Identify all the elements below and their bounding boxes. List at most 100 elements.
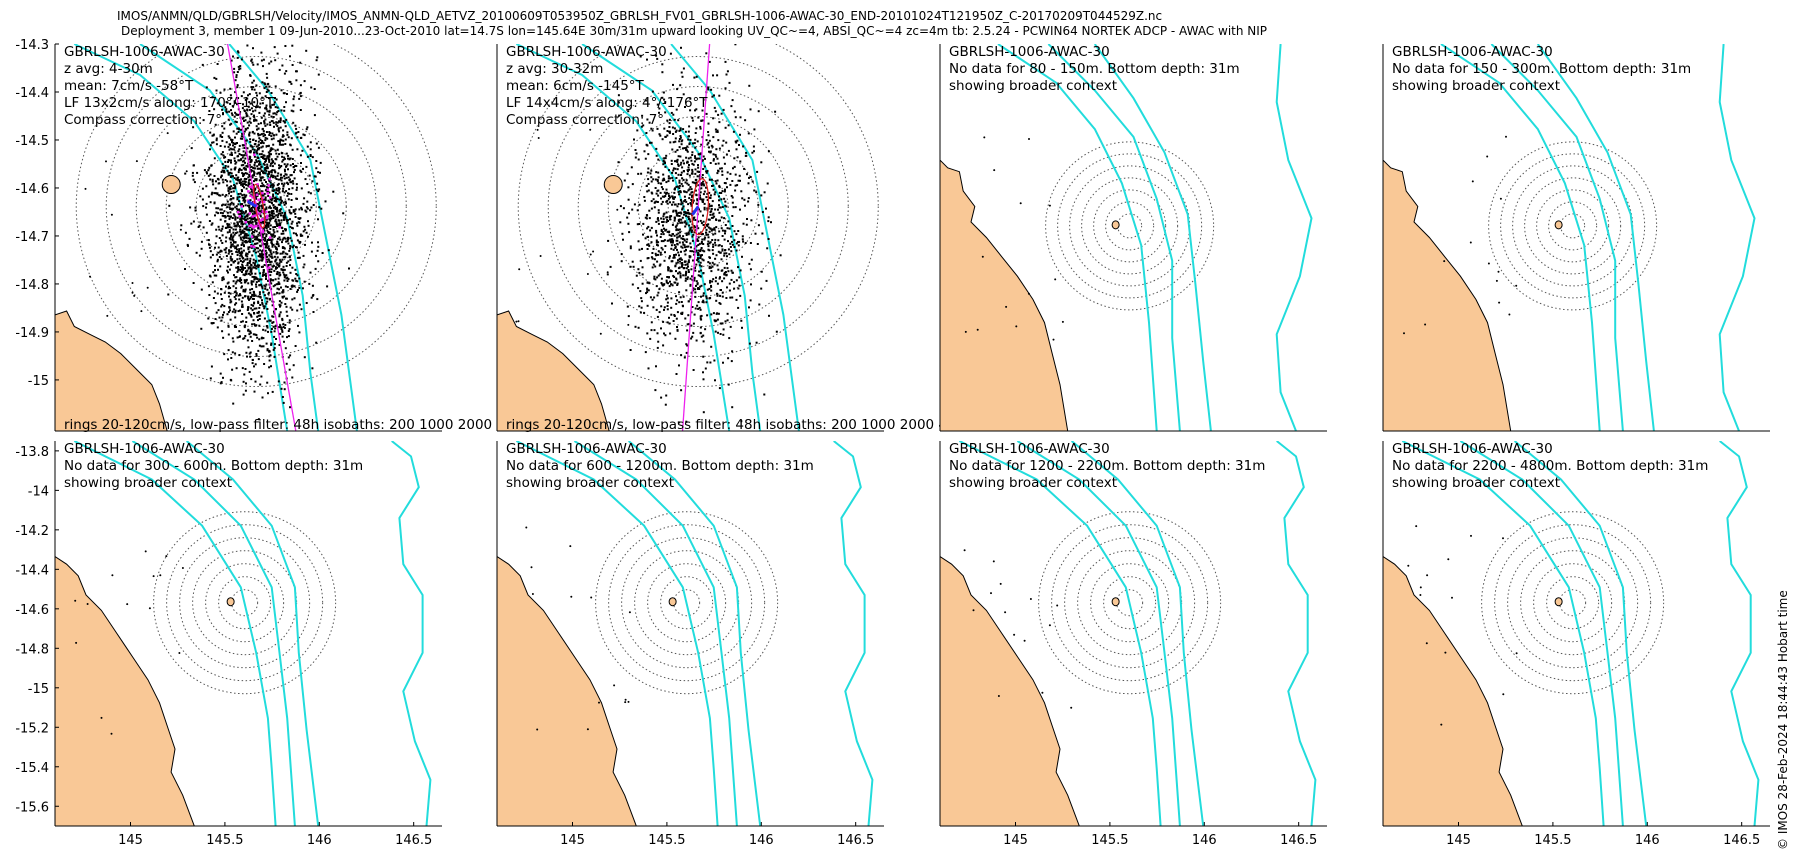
scatter-point bbox=[279, 196, 282, 199]
scatter-point bbox=[209, 250, 212, 253]
scatter-point bbox=[721, 295, 724, 298]
scatter-point bbox=[775, 330, 778, 333]
scatter-point bbox=[679, 231, 682, 234]
scatter-point bbox=[235, 250, 238, 253]
scatter-point bbox=[617, 94, 620, 97]
scatter-point bbox=[666, 294, 668, 297]
scatter-point bbox=[663, 332, 665, 335]
scatter-point bbox=[710, 178, 713, 181]
scatter-point bbox=[250, 378, 253, 381]
scatter-point bbox=[276, 252, 279, 255]
scatter-point bbox=[253, 118, 256, 121]
scatter-point bbox=[254, 333, 257, 336]
scatter-point bbox=[650, 169, 653, 172]
scatter-point bbox=[650, 180, 653, 183]
scatter-point bbox=[205, 202, 208, 205]
scatter-point bbox=[244, 232, 247, 235]
scatter-point bbox=[220, 305, 223, 308]
scatter-point bbox=[264, 172, 267, 175]
scatter-point bbox=[317, 241, 319, 244]
scatter-point bbox=[271, 256, 274, 259]
scatter-point bbox=[696, 238, 699, 241]
scatter-point bbox=[263, 203, 266, 206]
scatter-point bbox=[726, 186, 728, 189]
scatter-point bbox=[303, 80, 306, 83]
scatter-point bbox=[270, 343, 273, 346]
scatter-point bbox=[293, 171, 295, 174]
scatter-point bbox=[663, 157, 666, 160]
scatter-point bbox=[683, 267, 685, 270]
scatter-point bbox=[680, 354, 683, 357]
scatter-point bbox=[719, 333, 722, 335]
scatter-point bbox=[249, 288, 252, 291]
scatter-point bbox=[735, 279, 738, 282]
scatter-point bbox=[234, 316, 237, 319]
scatter-point bbox=[671, 126, 674, 129]
scatter-point bbox=[248, 38, 250, 40]
scatter-point bbox=[685, 214, 688, 217]
scatter-point bbox=[217, 309, 220, 312]
scatter-point bbox=[236, 336, 239, 339]
scatter-point bbox=[262, 291, 265, 294]
scatter-point bbox=[676, 282, 679, 285]
scatter-point bbox=[279, 198, 282, 201]
scatter-point bbox=[294, 124, 297, 127]
land-mass bbox=[55, 555, 195, 826]
scatter-point bbox=[283, 218, 285, 221]
scatter-point bbox=[252, 298, 255, 300]
scatter-point bbox=[248, 101, 251, 104]
scatter-point bbox=[677, 203, 680, 205]
scatter-point bbox=[253, 114, 255, 117]
scatter-point bbox=[248, 352, 251, 355]
scatter-point bbox=[669, 201, 671, 204]
scatter-point bbox=[631, 183, 634, 186]
scatter-point bbox=[243, 240, 246, 243]
scatter-point bbox=[248, 246, 251, 249]
scatter-point bbox=[246, 234, 248, 237]
scatter-point bbox=[683, 250, 686, 253]
scatter-point bbox=[268, 152, 271, 155]
scatter-point bbox=[270, 268, 273, 271]
reef-speck bbox=[110, 732, 113, 735]
scatter-point bbox=[283, 276, 286, 279]
scatter-point bbox=[698, 306, 701, 309]
scatter-point bbox=[257, 266, 260, 268]
reef-speck bbox=[983, 136, 986, 139]
scatter-point bbox=[670, 163, 673, 165]
scatter-point bbox=[234, 162, 237, 165]
scatter-point bbox=[678, 140, 681, 143]
scatter-point bbox=[257, 203, 260, 206]
scatter-point bbox=[230, 259, 233, 262]
scatter-point bbox=[723, 217, 726, 220]
scatter-point bbox=[301, 149, 304, 152]
scatter-point bbox=[271, 186, 274, 189]
scatter-point bbox=[220, 171, 223, 173]
scatter-point bbox=[721, 322, 724, 325]
scatter-point bbox=[760, 270, 763, 273]
scatter-point bbox=[249, 140, 252, 143]
scatter-point bbox=[236, 248, 238, 251]
scatter-point bbox=[255, 334, 258, 336]
scatter-point bbox=[665, 228, 668, 231]
scatter-point bbox=[289, 174, 292, 177]
scatter-point bbox=[716, 157, 719, 160]
scatter-point bbox=[724, 60, 727, 63]
scatter-point bbox=[682, 159, 685, 162]
scatter-point bbox=[277, 140, 280, 143]
scatter-point bbox=[278, 130, 281, 133]
scatter-point bbox=[291, 376, 294, 379]
scatter-point bbox=[698, 232, 701, 235]
scatter-point bbox=[233, 233, 236, 236]
scatter-point bbox=[253, 294, 256, 297]
scatter-point bbox=[664, 162, 666, 164]
scatter-point bbox=[233, 291, 236, 294]
scatter-point bbox=[284, 200, 287, 203]
scatter-point bbox=[235, 266, 238, 269]
scatter-point bbox=[264, 329, 267, 332]
scatter-point bbox=[244, 280, 247, 282]
scatter-point bbox=[234, 276, 237, 279]
scatter-point bbox=[242, 150, 245, 153]
scatter-point bbox=[238, 354, 241, 356]
scatter-point bbox=[670, 244, 673, 247]
scatter-point bbox=[285, 297, 288, 300]
